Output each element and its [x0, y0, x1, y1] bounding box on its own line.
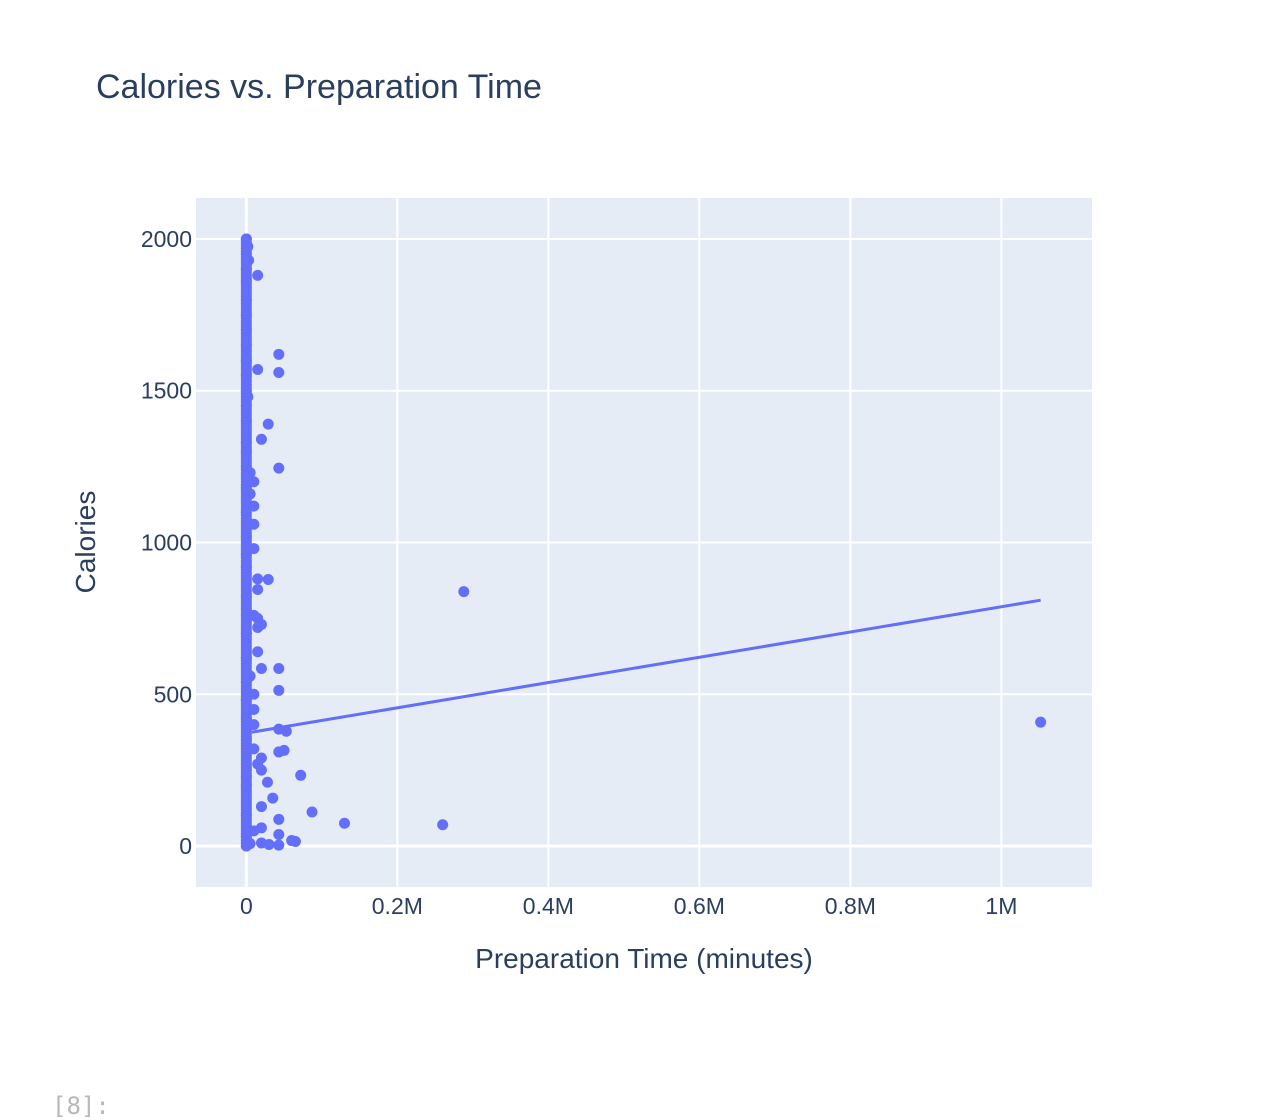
x-tick-label-1: 0.2M: [372, 893, 423, 919]
scatter-point-25: [273, 462, 285, 474]
scatter-point-90: [458, 586, 470, 598]
scatter-point-60: [280, 725, 292, 737]
scatter-chart: 0 0.2M 0.4M 0.6M 0.8M 1M 0 500 1000 1500 2000 Cal…: [70, 68, 1092, 974]
scatter-point-67: [255, 764, 267, 776]
scatter-point-21: [255, 433, 267, 445]
y-axis-title: Calories: [70, 491, 101, 594]
scatter-point-20: [262, 418, 274, 430]
x-tick-labels: 0 0.2M 0.4M 0.6M 0.8M 1M: [240, 893, 1017, 919]
trendline: [251, 598, 1041, 734]
scatter-point-14: [252, 363, 264, 375]
scatter-point-38: [262, 574, 274, 586]
scatter-point-band: [240, 233, 252, 245]
x-tick-label-2: 0.4M: [523, 893, 574, 919]
y-tick-label-2: 1000: [141, 530, 192, 556]
scatter-point-87: [273, 839, 285, 851]
x-axis-title: Preparation Time (minutes): [475, 943, 813, 974]
scatter-point-74: [306, 806, 318, 818]
scatter-point-39: [252, 584, 264, 596]
scatter-point-76: [273, 813, 285, 825]
scatter-point-64: [278, 744, 290, 756]
x-tick-label-4: 0.8M: [825, 893, 876, 919]
y-tick-label-1: 500: [154, 681, 192, 707]
scatter-point-86: [263, 839, 275, 851]
scatter-point-84: [289, 835, 301, 847]
scatter-point-50: [273, 662, 285, 674]
scatter-point-49: [255, 662, 267, 674]
scatter-point-47: [252, 646, 264, 658]
x-tick-label-0: 0: [240, 893, 253, 919]
x-tick-label-3: 0.6M: [674, 893, 725, 919]
notebook-cell-prompt: [8]:: [52, 1092, 110, 1120]
y-tick-labels: 0 500 1000 1500 2000: [141, 226, 192, 859]
scatter-point-53: [273, 684, 285, 696]
y-tick-label-0: 0: [179, 833, 192, 859]
scatter-point-13: [273, 367, 285, 379]
scatter-point-81: [273, 828, 285, 840]
y-tick-label-4: 2000: [141, 226, 192, 252]
scatter-point-37: [252, 573, 264, 585]
y-gridlines: [196, 237, 1092, 848]
chart-title: Calories vs. Preparation Time: [96, 68, 542, 106]
trendline-layer: [251, 598, 1041, 734]
scatter-point-12: [273, 348, 285, 360]
scatter-point-72: [267, 792, 279, 804]
scatter-point-77: [338, 817, 350, 829]
scatter-point-45: [252, 621, 264, 633]
y-tick-label-3: 1500: [141, 378, 192, 404]
scatter-point-6: [252, 269, 264, 281]
scatter-points: [240, 233, 1047, 852]
scatter-point-78: [437, 819, 449, 831]
scatter-point-69: [295, 769, 307, 781]
x-tick-label-5: 1M: [985, 893, 1017, 919]
scatter-point-91: [1035, 716, 1047, 728]
scatter-point-70: [261, 776, 273, 788]
scatter-point-73: [255, 801, 267, 813]
